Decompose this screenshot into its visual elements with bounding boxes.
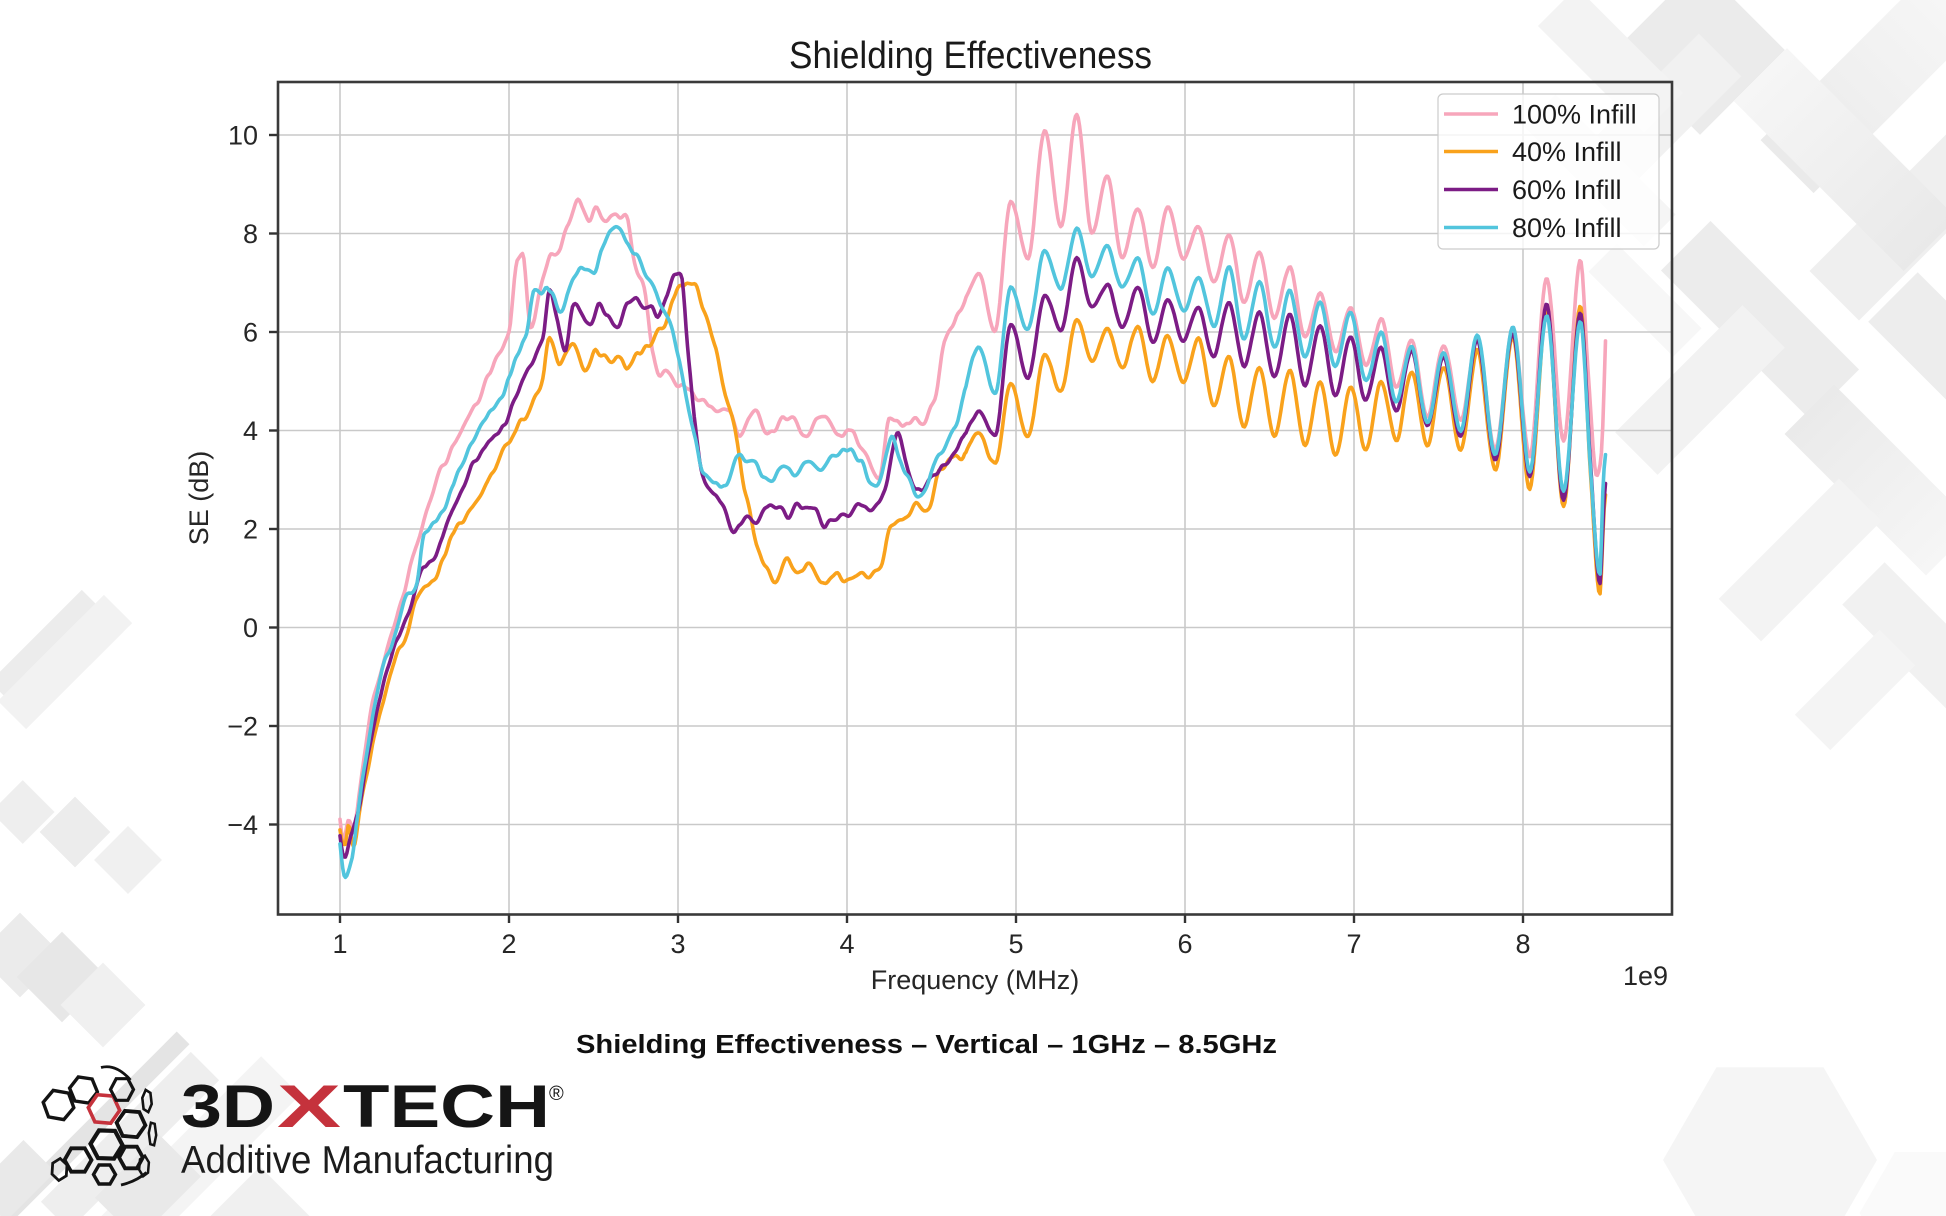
svg-text:6: 6: [243, 318, 258, 348]
svg-text:Frequency (MHz): Frequency (MHz): [871, 965, 1080, 995]
svg-text:2: 2: [243, 515, 258, 545]
svg-text:6: 6: [1177, 929, 1192, 959]
svg-text:1: 1: [332, 929, 347, 959]
svg-text:Shielding Effectiveness: Shielding Effectiveness: [789, 35, 1152, 77]
svg-text:−4: −4: [227, 810, 258, 840]
svg-text:TECH: TECH: [343, 1073, 550, 1140]
svg-text:5: 5: [1008, 929, 1023, 959]
svg-text:80% Infill: 80% Infill: [1512, 213, 1622, 243]
svg-text:Additive Manufacturing: Additive Manufacturing: [181, 1139, 554, 1182]
svg-text:3: 3: [670, 929, 685, 959]
svg-text:1e9: 1e9: [1623, 961, 1668, 991]
svg-text:X: X: [277, 1073, 341, 1140]
svg-text:8: 8: [243, 219, 258, 249]
svg-text:7: 7: [1346, 929, 1361, 959]
svg-text:0: 0: [243, 613, 258, 643]
svg-text:SE (dB): SE (dB): [184, 451, 214, 546]
svg-text:4: 4: [243, 416, 258, 446]
svg-text:3D: 3D: [181, 1073, 275, 1140]
svg-text:60% Infill: 60% Infill: [1512, 175, 1622, 205]
svg-text:4: 4: [839, 929, 854, 959]
svg-text:Shielding Effectiveness – Vert: Shielding Effectiveness – Vertical – 1GH…: [576, 1031, 1277, 1059]
svg-text:40% Infill: 40% Infill: [1512, 137, 1622, 167]
svg-text:100% Infill: 100% Infill: [1512, 100, 1637, 130]
svg-text:2: 2: [501, 929, 516, 959]
svg-text:®: ®: [549, 1083, 564, 1105]
svg-text:8: 8: [1515, 929, 1530, 959]
svg-text:10: 10: [228, 121, 258, 151]
svg-text:−2: −2: [227, 712, 258, 742]
